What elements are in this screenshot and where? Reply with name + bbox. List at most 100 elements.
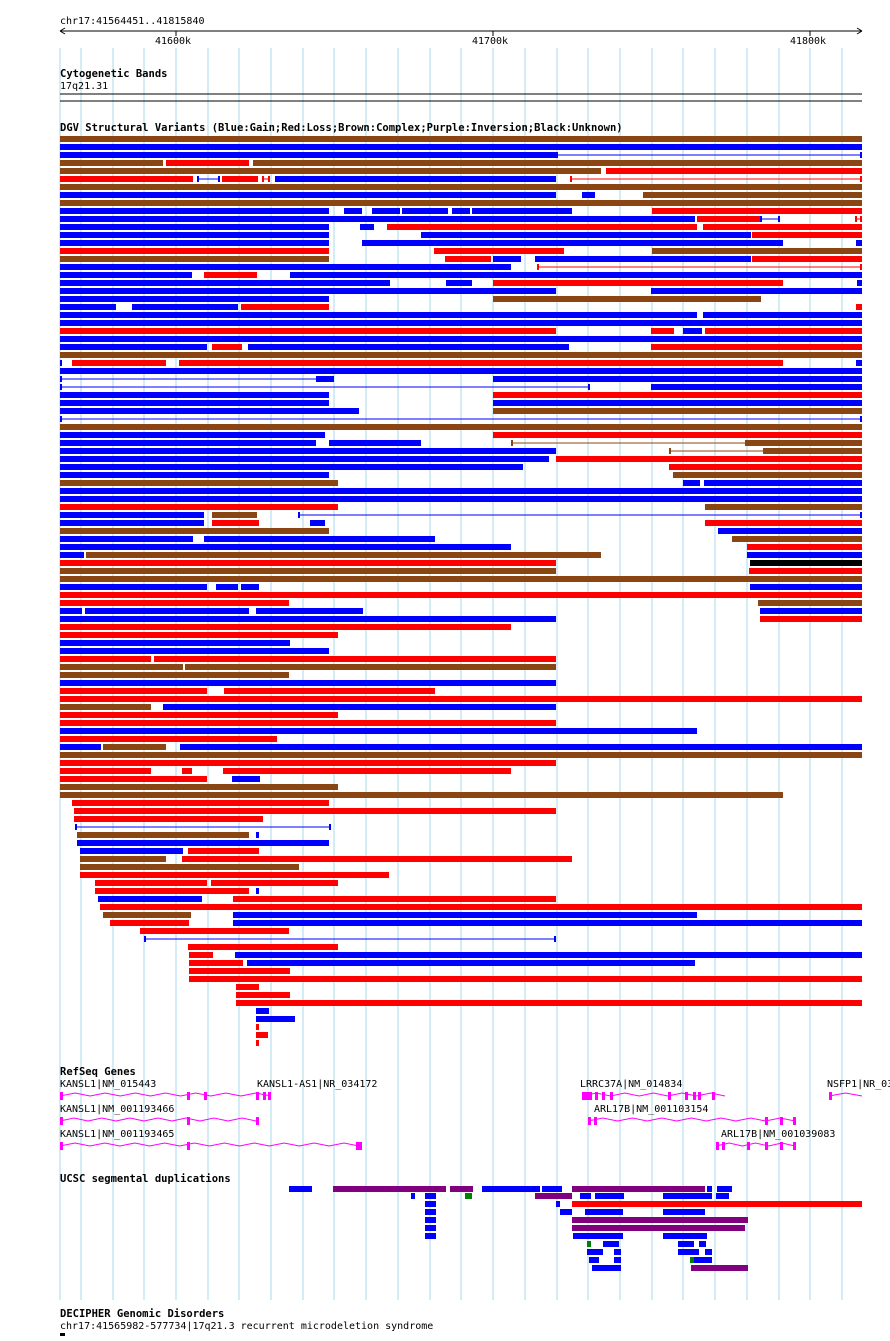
dgv-variant[interactable]	[651, 288, 862, 294]
segdup-block[interactable]	[614, 1257, 621, 1263]
dgv-variant[interactable]	[421, 232, 751, 238]
gene-label-lrrc37a[interactable]: LRRC37A|NM_014834	[580, 1079, 682, 1090]
dgv-variant[interactable]	[493, 256, 521, 262]
gene-exon[interactable]	[60, 1142, 63, 1150]
dgv-variant[interactable]	[60, 168, 601, 174]
dgv-variant[interactable]	[472, 208, 572, 214]
dgv-variant[interactable]	[154, 656, 556, 662]
dgv-variant[interactable]	[212, 344, 242, 350]
dgv-variant[interactable]	[235, 952, 862, 958]
dgv-variant[interactable]	[236, 992, 290, 998]
dgv-variant[interactable]	[74, 816, 263, 822]
segdup-block[interactable]	[425, 1201, 436, 1207]
dgv-variant[interactable]	[856, 240, 862, 246]
gene-intron[interactable]	[828, 1092, 863, 1097]
dgv-variant[interactable]	[60, 752, 862, 758]
gene-exon[interactable]	[602, 1092, 605, 1100]
dgv-variant[interactable]	[669, 464, 862, 470]
dgv-variant[interactable]	[718, 528, 862, 534]
dgv-variant[interactable]	[747, 552, 862, 558]
gene-exon[interactable]	[256, 1092, 259, 1100]
dgv-variant[interactable]	[60, 392, 329, 398]
segdup-block[interactable]	[425, 1233, 436, 1239]
dgv-variant[interactable]	[750, 560, 862, 566]
gene-exon[interactable]	[722, 1142, 725, 1150]
dgv-variant[interactable]	[606, 168, 862, 174]
dgv-variant[interactable]	[683, 480, 700, 486]
dgv-variant[interactable]	[760, 616, 862, 622]
dgv-variant[interactable]	[132, 304, 238, 310]
dgv-variant[interactable]	[60, 720, 556, 726]
dgv-variant[interactable]	[110, 920, 189, 926]
dgv-variant[interactable]	[290, 272, 862, 278]
dgv-variant[interactable]	[493, 432, 862, 438]
dgv-variant[interactable]	[60, 560, 556, 566]
segdup-block[interactable]	[482, 1186, 540, 1192]
dgv-variant-end[interactable]	[745, 440, 747, 446]
gene-exon[interactable]	[204, 1092, 207, 1100]
dgv-variant[interactable]	[402, 208, 448, 214]
dgv-variant[interactable]	[189, 952, 213, 958]
dgv-variant[interactable]	[60, 336, 862, 342]
dgv-variant[interactable]	[747, 440, 862, 446]
gene-exon[interactable]	[716, 1142, 719, 1150]
dgv-variant[interactable]	[493, 392, 862, 398]
dgv-variant[interactable]	[445, 256, 491, 262]
dgv-variant[interactable]	[60, 656, 151, 662]
dgv-variant[interactable]	[204, 536, 435, 542]
dgv-variant[interactable]	[60, 736, 277, 742]
dgv-variant[interactable]	[705, 520, 862, 526]
dgv-variant[interactable]	[310, 520, 325, 526]
dgv-variant-end[interactable]	[763, 448, 765, 454]
segdup-block[interactable]	[663, 1209, 705, 1215]
dgv-variant[interactable]	[188, 848, 259, 854]
segdup-block[interactable]	[587, 1249, 603, 1255]
dgv-variant[interactable]	[765, 448, 862, 454]
segdup-block[interactable]	[694, 1257, 712, 1263]
dgv-variant[interactable]	[236, 1000, 862, 1006]
dgv-variant[interactable]	[60, 648, 329, 654]
gene-exon[interactable]	[588, 1117, 591, 1125]
segdup-block[interactable]	[663, 1233, 707, 1239]
segdup-block[interactable]	[717, 1186, 732, 1192]
dgv-variant[interactable]	[362, 240, 783, 246]
dgv-variant[interactable]	[60, 200, 862, 206]
dgv-variant[interactable]	[98, 896, 202, 902]
dgv-variant-end[interactable]	[556, 152, 558, 158]
segdup-block[interactable]	[691, 1265, 748, 1271]
dgv-variant[interactable]	[732, 536, 862, 542]
dgv-variant[interactable]	[60, 528, 329, 534]
dgv-variant[interactable]	[80, 848, 183, 854]
dgv-variant[interactable]	[256, 832, 259, 838]
dgv-variant[interactable]	[651, 328, 674, 334]
dgv-variant-end[interactable]	[588, 384, 590, 390]
dgv-variant[interactable]	[80, 864, 299, 870]
segdup-block[interactable]	[333, 1186, 446, 1192]
dgv-variant[interactable]	[60, 680, 556, 686]
dgv-variant[interactable]	[60, 264, 511, 270]
gene-intron[interactable]	[715, 1142, 796, 1147]
gene-exon[interactable]	[780, 1142, 783, 1150]
dgv-variant[interactable]	[182, 856, 572, 862]
dgv-variant[interactable]	[60, 216, 695, 222]
gene-label-arl17b-nm001103154[interactable]: ARL17B|NM_001103154	[594, 1104, 708, 1115]
gene-intron[interactable]	[59, 1142, 360, 1147]
dgv-variant[interactable]	[60, 744, 101, 750]
dgv-variant[interactable]	[74, 808, 556, 814]
dgv-variant[interactable]	[204, 272, 257, 278]
gene-exon[interactable]	[595, 1092, 598, 1100]
decipher-feature[interactable]	[60, 1333, 65, 1336]
dgv-variant[interactable]	[60, 240, 329, 246]
dgv-variant[interactable]	[60, 584, 207, 590]
segdup-block[interactable]	[572, 1217, 748, 1223]
dgv-variant[interactable]	[705, 504, 862, 510]
dgv-variant[interactable]	[60, 280, 390, 286]
dgv-variant[interactable]	[103, 912, 191, 918]
dgv-variant[interactable]	[703, 312, 862, 318]
dgv-variant[interactable]	[697, 216, 760, 222]
dgv-variant-end[interactable]	[298, 512, 300, 518]
gene-exon[interactable]	[359, 1142, 362, 1150]
dgv-variant[interactable]	[360, 224, 374, 230]
dgv-variant[interactable]	[651, 344, 862, 350]
dgv-variant[interactable]	[673, 472, 862, 478]
